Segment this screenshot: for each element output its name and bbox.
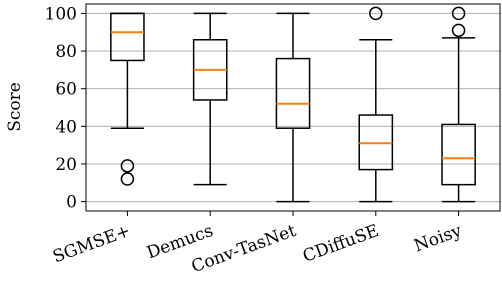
outlier — [120, 159, 135, 173]
y-tick-label: 20 — [55, 155, 77, 175]
outlier — [451, 23, 466, 38]
y-tick-label: 100 — [45, 4, 77, 24]
y-tick-label: 0 — [66, 193, 77, 213]
y-axis-label: Score — [5, 82, 25, 132]
x-tick-label: Noisy — [412, 221, 465, 257]
box — [441, 123, 476, 186]
x-tick-label: SGMSE+ — [50, 221, 133, 267]
box — [275, 57, 311, 129]
y-tick-label: 60 — [55, 80, 77, 100]
box — [110, 12, 145, 62]
y-tick-label: 80 — [55, 42, 77, 62]
outlier — [451, 6, 466, 21]
x-tick-label: CDiffuSE — [300, 221, 381, 267]
outlier — [369, 6, 383, 21]
outlier — [120, 172, 135, 186]
y-tick-label: 40 — [55, 117, 77, 137]
